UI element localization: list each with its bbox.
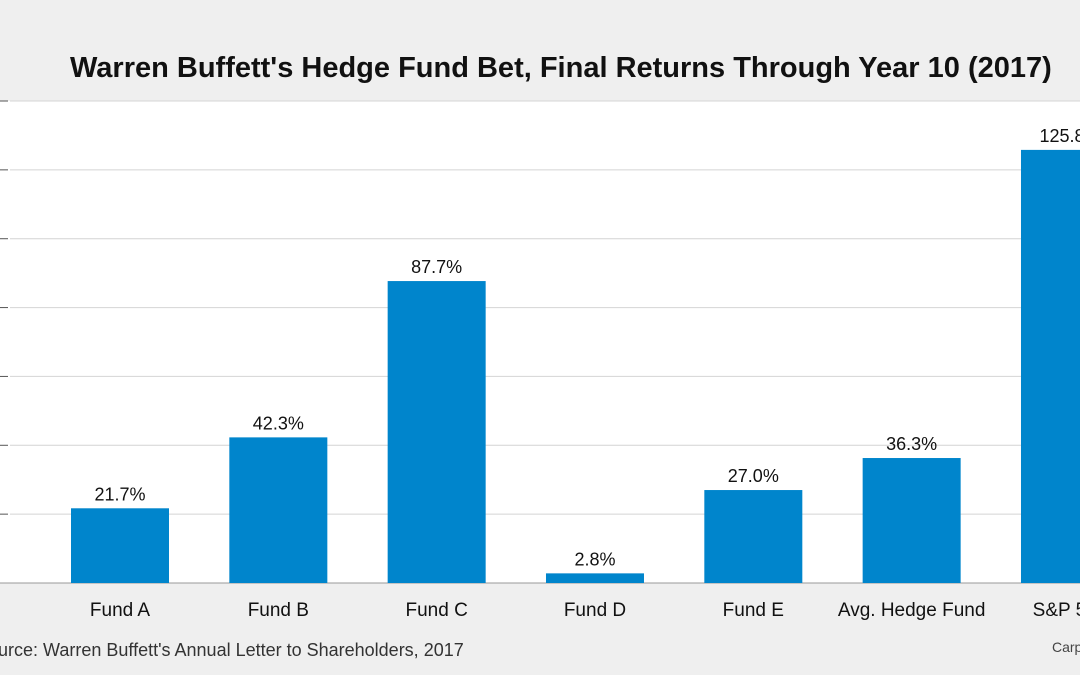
chart-title: Warren Buffett's Hedge Fund Bet, Final R… xyxy=(70,52,1052,84)
category-label-fund-e: Fund E xyxy=(723,600,784,621)
category-labels: Fund A Fund B Fund C Fund D Fund E Avg. Hedge… xyxy=(90,600,1080,621)
value-labels: 21.7% 42.3% 87.7% 2.8% 27.0% 36.3% 125.8% xyxy=(94,126,1080,569)
value-label-fund-a: 21.7% xyxy=(94,484,145,504)
bar-fund-c xyxy=(387,281,486,583)
source-note: Source: Warren Buffett's Annual Letter t… xyxy=(0,640,464,660)
category-label-avg-hedge-fund: Avg. Hedge Fund xyxy=(838,600,986,621)
category-label-fund-a: Fund A xyxy=(90,600,151,621)
category-label-fund-d: Fund D xyxy=(564,600,626,621)
value-label-fund-c: 87.7% xyxy=(411,257,462,277)
value-label-fund-b: 42.3% xyxy=(253,413,304,433)
bar-fund-b xyxy=(229,437,328,583)
credit-label: Carpe xyxy=(1052,639,1080,655)
category-label-fund-b: Fund B xyxy=(248,600,309,621)
bars xyxy=(71,149,1080,584)
bar-fund-d xyxy=(545,573,644,583)
value-label-avg-hedge-fund: 36.3% xyxy=(886,434,937,454)
value-label-fund-d: 2.8% xyxy=(574,549,615,569)
value-label-s-p-500: 125.8% xyxy=(1039,126,1080,146)
bar-s-p-500 xyxy=(1020,149,1080,584)
bar-fund-a xyxy=(71,508,169,583)
value-label-fund-e: 27.0% xyxy=(728,466,779,486)
bar-fund-e xyxy=(704,490,803,583)
category-label-fund-c: Fund C xyxy=(406,600,468,621)
category-label-s-p-500: S&P 500 xyxy=(1033,600,1080,621)
bar-avg-hedge-fund xyxy=(862,458,961,583)
